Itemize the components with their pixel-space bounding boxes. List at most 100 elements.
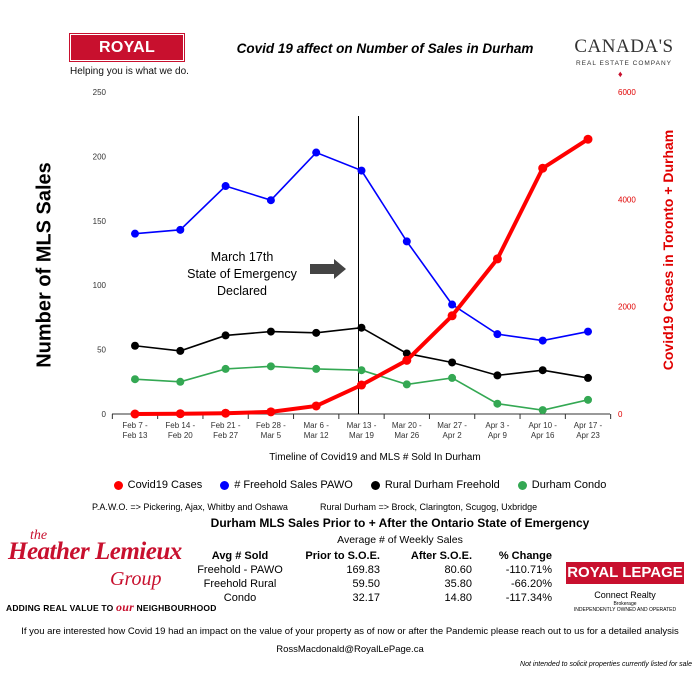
data-point: [357, 166, 366, 175]
data-point: [312, 328, 321, 337]
data-point: [357, 366, 366, 375]
brand-line-1: CANADA'S: [574, 36, 674, 57]
x-tick-label: Feb 13: [123, 431, 148, 440]
data-point: [538, 163, 548, 173]
table-row: Condo 32.17 14.80 -117.34%: [190, 591, 552, 605]
data-point: [492, 254, 502, 264]
y-tick-label: 150: [93, 217, 107, 226]
table-cell: 80.60: [444, 564, 472, 576]
data-point: [176, 346, 185, 355]
footer-message: If you are interested how Covid 19 had a…: [21, 626, 679, 637]
y-tick-label: 100: [93, 281, 107, 290]
data-point: [402, 349, 411, 358]
data-point: [447, 311, 457, 321]
y-right-tick-label: 2000: [618, 303, 636, 312]
annotation-text: March 17th: [211, 250, 274, 264]
annotation-arrow-icon: [310, 259, 346, 279]
x-tick-label: Apr 10 -: [528, 421, 557, 430]
legend-item-freehold-pawo: # Freehold Sales PAWO: [220, 479, 353, 491]
legend-label: Covid19 Cases: [127, 479, 203, 491]
legend-item-covid: Covid19 Cases: [113, 479, 203, 491]
x-tick-label: Apr 9: [488, 431, 508, 440]
agent-logo-group: Group: [110, 568, 162, 590]
y-tick-label: 50: [97, 346, 106, 355]
series-line: [134, 151, 589, 342]
legend-label: Rural Durham Freehold: [384, 479, 500, 491]
data-point: [448, 373, 457, 382]
legend-label: # Freehold Sales PAWO: [234, 479, 353, 491]
data-point: [131, 341, 139, 350]
x-tick-label: Feb 28 -: [256, 421, 286, 430]
brokerage-name: Connect Realty: [594, 590, 656, 600]
y-tick-label: 200: [93, 152, 107, 161]
x-tick-label: Apr 3 -: [485, 421, 509, 430]
legend-item-rural: Rural Durham Freehold: [370, 479, 500, 491]
data-point: [493, 399, 502, 408]
chart-legend: Covid19 Cases # Freehold Sales PAWO Rura…: [60, 479, 660, 491]
agent-tag-pre: ADDING REAL VALUE TO: [6, 603, 114, 613]
x-tick-label: Mar 27 -: [437, 421, 467, 430]
data-point: [221, 408, 231, 418]
x-tick-label: Apr 16: [531, 431, 555, 440]
x-tick-label: Apr 2: [443, 431, 463, 440]
table-row: Freehold - PAWO 169.83 80.60 -110.71%: [190, 563, 552, 577]
data-point: [176, 225, 185, 234]
x-tick-label: Feb 20: [168, 431, 193, 440]
x-tick-label: Mar 13 -: [347, 421, 377, 430]
note-pawo: P.A.W.O. => Pickering, Ajax, Whitby and …: [92, 502, 288, 512]
data-point: [584, 373, 592, 382]
data-point: [402, 380, 411, 389]
legend-swatch: [220, 480, 230, 490]
data-point: [131, 375, 139, 384]
table-row: Freehold Rural 59.50 35.80 -66.20%: [190, 577, 552, 591]
y-right-tick-label: 4000: [618, 195, 636, 204]
y-right-tick-label: 0: [618, 410, 623, 419]
legend-swatch: [113, 480, 123, 490]
table-cell: 14.80: [444, 592, 472, 604]
x-tick-label: Mar 20 -: [392, 421, 422, 430]
legend-item-condo: Durham Condo: [517, 479, 607, 491]
data-point: [448, 358, 457, 367]
data-point: [584, 327, 592, 336]
x-tick-label: Mar 12: [304, 431, 329, 440]
x-tick-label: Feb 21 -: [211, 421, 241, 430]
data-point: [402, 237, 411, 246]
data-point: [538, 406, 547, 415]
data-point: [221, 364, 230, 373]
table-cell: 59.50: [352, 578, 380, 590]
table-header: % Change: [498, 550, 552, 562]
sales-table: Avg # Sold Prior to S.O.E. After S.O.E. …: [190, 549, 552, 605]
y-right-tick-label: 6000: [618, 88, 636, 97]
y-tick-label: 250: [93, 88, 107, 97]
x-tick-label: Mar 19: [349, 431, 374, 440]
x-axis-label: Timeline of Covid19 and MLS # Sold In Du…: [269, 452, 481, 463]
data-point: [493, 371, 502, 380]
x-tick-label: Mar 26: [394, 431, 419, 440]
data-point: [266, 407, 276, 417]
data-point: [130, 409, 140, 419]
brand-line-2: REAL ESTATE COMPANY: [575, 60, 673, 67]
royal-lepage-logo: ROYAL LEPAGE: [69, 33, 185, 81]
table-cell: Freehold - PAWO: [197, 564, 283, 576]
maple-leaf-icon: ♦: [618, 69, 623, 79]
chart-title: Covid 19 affect on Number of Sales in Du…: [236, 41, 534, 56]
table-header: Avg # Sold: [211, 550, 269, 562]
table-cell: -66.20%: [511, 578, 552, 590]
data-point: [266, 196, 275, 205]
footer-email[interactable]: RossMacdonald@RoyalLePage.ca: [276, 644, 424, 655]
data-point: [312, 148, 321, 157]
brokerage-logo: ROYAL LEPAGE: [566, 562, 684, 584]
table-cell: 32.17: [352, 592, 380, 604]
data-point: [311, 401, 321, 411]
agent-logo-name: Heather Lemieux: [8, 538, 182, 565]
data-point: [312, 364, 321, 373]
table-title: Durham MLS Sales Prior to + After the On…: [210, 516, 590, 530]
brokerage-line-2: INDEPENDENTLY OWNED AND OPERATED: [573, 607, 677, 613]
logo-tagline: Helping you is what we do.: [70, 66, 189, 77]
legend-label: Durham Condo: [531, 479, 607, 491]
data-point: [131, 229, 139, 238]
x-tick-label: Mar 6 -: [304, 421, 330, 430]
table-cell: Freehold Rural: [203, 578, 277, 590]
legend-swatch: [370, 480, 380, 490]
